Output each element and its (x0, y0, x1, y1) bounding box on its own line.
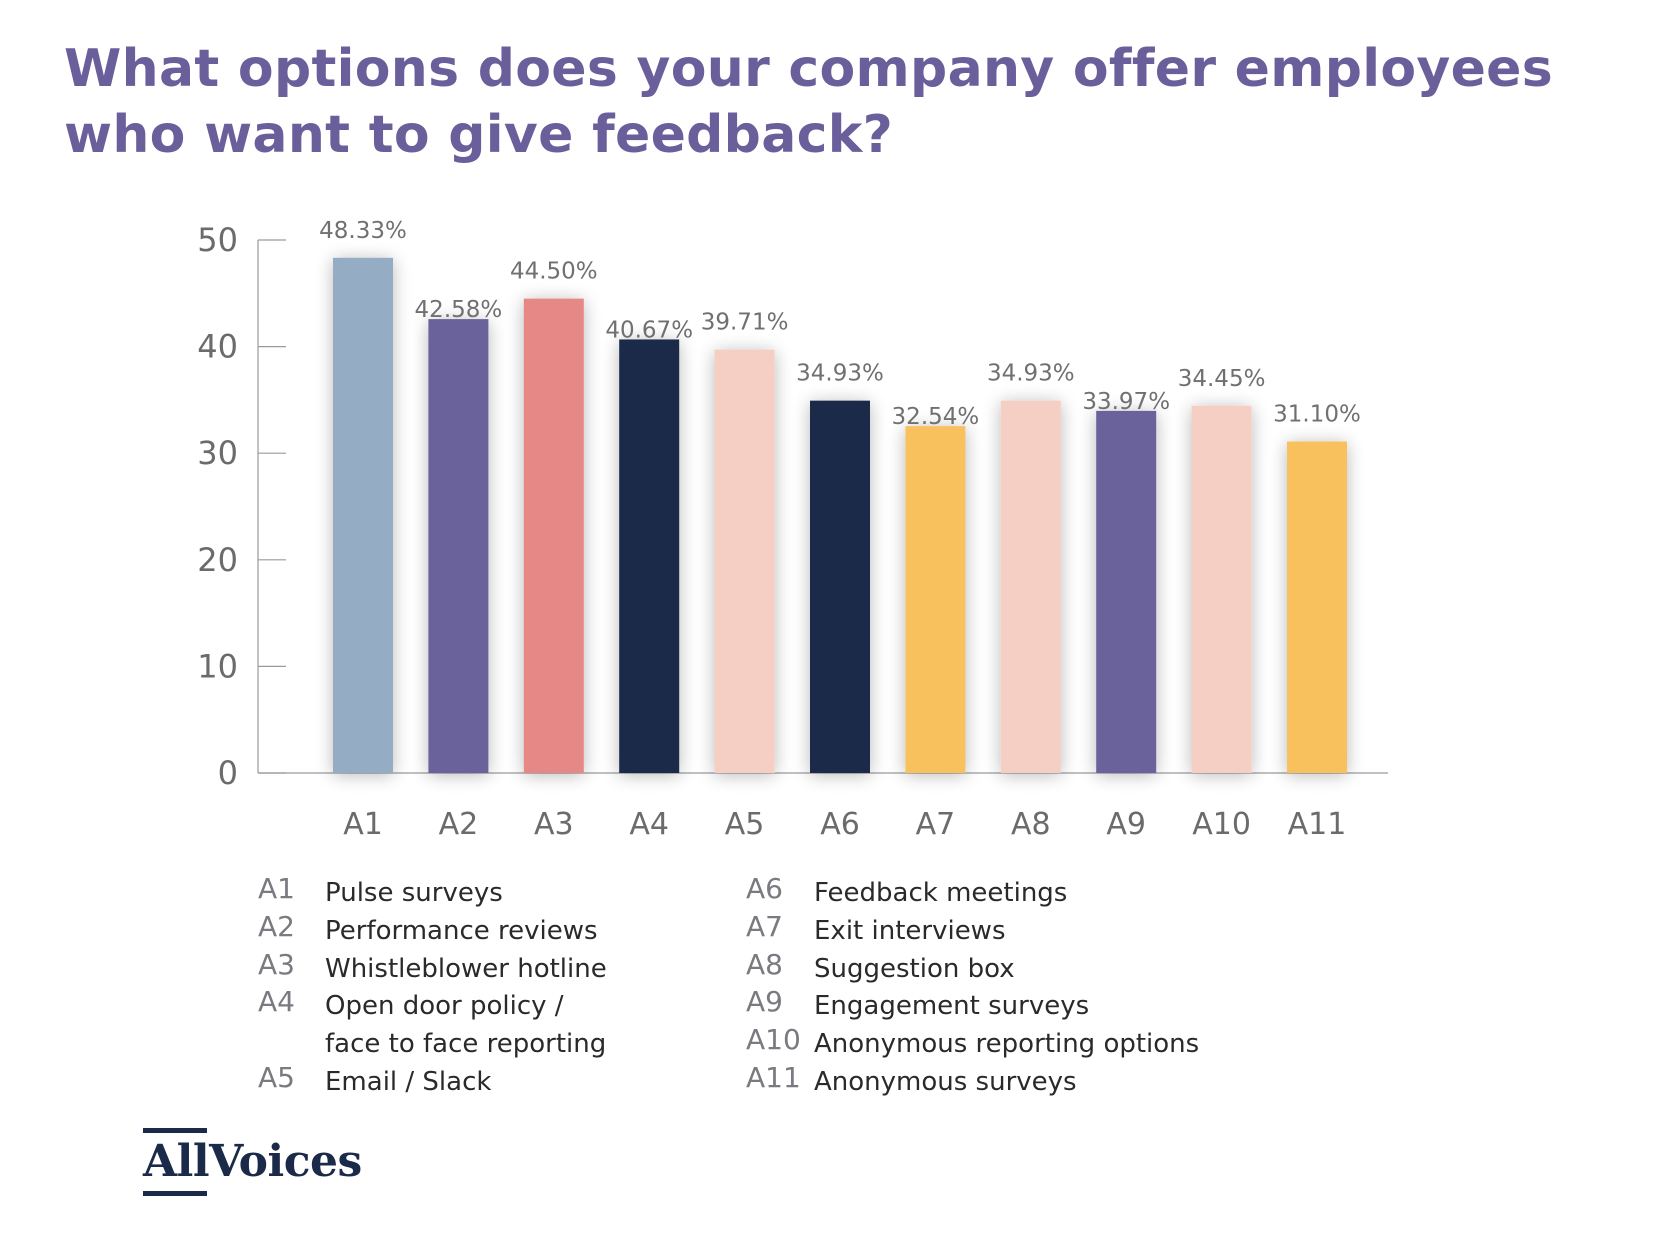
x-tick-label-a9: A9 (1106, 807, 1146, 842)
legend-label: face to face reporting (325, 1029, 607, 1060)
x-tick-label-a4: A4 (629, 807, 669, 842)
chart-title-line-2: who want to give feedback? (64, 105, 894, 165)
chart-bars (333, 257, 1347, 773)
legend-code: A11 (746, 1061, 801, 1094)
legend-right-column: A6 Feedback meetings A7 Exit interviews A8 Su… (746, 872, 1306, 1102)
data-label-a9: 33.97% (1082, 389, 1170, 415)
legend-code: A3 (258, 947, 295, 981)
legend-label: Performance reviews (325, 915, 598, 946)
data-label-a8: 34.93% (987, 361, 1075, 387)
x-tick-label-a3: A3 (534, 807, 574, 842)
allvoices-logo: AllVoices (143, 1128, 363, 1198)
legend-label: Anonymous surveys (814, 1067, 1077, 1097)
data-label-a7: 32.54% (892, 404, 980, 430)
y-tick-label: 30 (197, 434, 238, 472)
chart-axes: 0 10 20 30 40 50 (197, 221, 1388, 792)
data-label-a10: 34.45% (1178, 366, 1266, 392)
data-label-a1: 48.33% (319, 218, 407, 244)
legend-code: A2 (258, 909, 295, 943)
data-label-a6: 34.93% (796, 361, 884, 387)
legend-label: Suggestion box (814, 953, 1015, 984)
bar-a10 (1191, 405, 1252, 773)
legend-label: Open door policy / (325, 991, 564, 1022)
y-tick-label: 40 (197, 328, 238, 366)
chart-title-line-1: What options does your company offer emp… (64, 39, 1553, 99)
legend-code: A7 (746, 909, 783, 943)
data-label-a4: 40.67% (605, 317, 693, 343)
legend-left-column: A1 Pulse surveys A2 Performance reviews A3 Wh… (258, 872, 718, 1102)
chart-title: What options does your company offer emp… (64, 36, 1624, 168)
y-tick-label: 10 (197, 647, 238, 685)
bar-a8 (1000, 400, 1061, 773)
x-tick-label-a8: A8 (1011, 807, 1051, 842)
x-tick-label-a6: A6 (820, 807, 860, 842)
legend-code: A1 (258, 872, 295, 905)
y-tick-label: 50 (197, 221, 238, 259)
bar-a3 (523, 298, 584, 773)
legend-code: A6 (746, 872, 783, 905)
logo-top-rule (143, 1128, 207, 1133)
data-label-a3: 44.50% (510, 259, 598, 285)
bar-a2 (428, 319, 489, 773)
bar-a9 (1096, 410, 1157, 773)
y-tick-label: 0 (218, 754, 238, 792)
x-tick-label-a10: A10 (1192, 807, 1251, 842)
legend-label: Email / Slack (325, 1067, 492, 1097)
data-label-a5: 39.71% (701, 310, 789, 336)
x-tick-label-a5: A5 (725, 807, 765, 842)
logo-bottom-rule (143, 1191, 207, 1196)
logo-text: AllVoices (143, 1136, 362, 1187)
data-label-a11: 31.10% (1273, 401, 1361, 427)
x-tick-label-a11: A11 (1288, 807, 1347, 842)
legend-label: Anonymous reporting options (814, 1029, 1200, 1060)
bar-a11 (1287, 441, 1347, 773)
x-tick-label-a1: A1 (343, 807, 383, 842)
data-label-a2: 42.58% (415, 297, 503, 323)
legend-code: A10 (746, 1023, 801, 1057)
chart-data-labels: 48.33% 42.58% 44.50% 40.67% 39.71% 34.93% 32.5… (319, 218, 1361, 430)
x-tick-label-a2: A2 (439, 807, 479, 842)
bar-a7 (905, 426, 966, 773)
chart-x-tick-labels: A1 A2 A3 A4 A5 A6 A7 A8 A9 A10 A11 (343, 807, 1346, 842)
legend-label: Exit interviews (814, 915, 1006, 946)
legend-code: A4 (258, 985, 295, 1019)
legend-label: Engagement surveys (814, 991, 1090, 1022)
bar-chart: 0 10 20 30 40 50 48.33% 42.58% 44.50% 40.67% 39.7… (197, 218, 1388, 842)
bar-a6 (810, 400, 870, 773)
y-tick-label: 20 (197, 541, 238, 579)
bar-a4 (619, 339, 680, 773)
x-tick-label-a7: A7 (916, 807, 956, 842)
legend-code: A9 (746, 985, 783, 1019)
legend-label: Feedback meetings (814, 878, 1068, 908)
bar-a5 (714, 349, 775, 773)
legend-label: Pulse surveys (325, 878, 503, 908)
bar-a1 (333, 257, 393, 773)
legend-code: A5 (258, 1061, 295, 1094)
legend-code: A8 (746, 947, 783, 981)
legend-label: Whistleblower hotline (325, 953, 607, 984)
